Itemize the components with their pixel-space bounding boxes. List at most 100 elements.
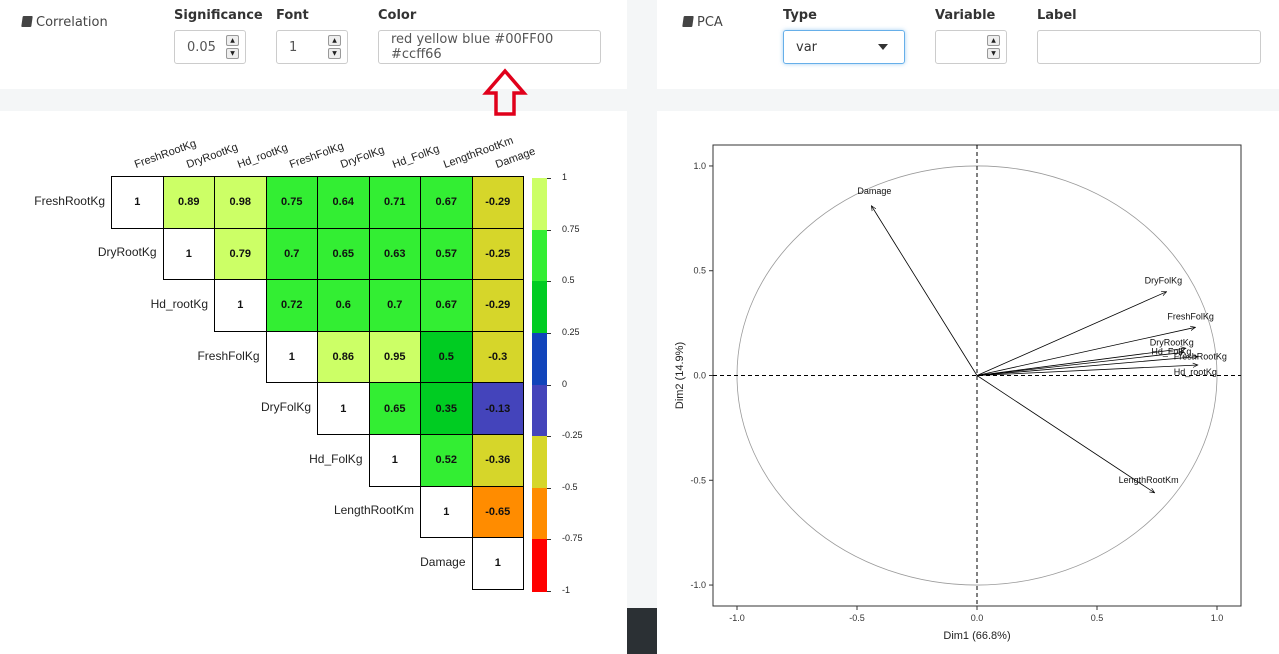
colorbar-tick-label: -1 bbox=[562, 585, 571, 595]
variable-label: Variable bbox=[935, 8, 996, 23]
colorbar-segment bbox=[532, 229, 547, 282]
corr-cell: 1 bbox=[420, 485, 473, 539]
loading-vector-label: FreshRootKg bbox=[1174, 352, 1227, 362]
loading-vector-label: LengthRootKm bbox=[1119, 475, 1179, 485]
corr-cell: 0.65 bbox=[317, 227, 370, 281]
corr-cell: -0.36 bbox=[471, 434, 524, 487]
colorbar-tick-mark bbox=[547, 436, 551, 438]
book-icon bbox=[682, 16, 694, 27]
corr-cell: -0.65 bbox=[471, 485, 524, 539]
corr-cell: 0.67 bbox=[420, 279, 473, 332]
y-tick-label: 1.0 bbox=[693, 161, 706, 171]
type-value: var bbox=[796, 39, 818, 55]
annotation-arrow-icon bbox=[482, 68, 528, 116]
corr-cell: -0.29 bbox=[471, 279, 524, 332]
colorbar-tick-mark bbox=[547, 591, 551, 592]
variable-stepper[interactable]: ▲ ▼ bbox=[987, 35, 1000, 59]
y-tick-label: 0.5 bbox=[693, 266, 706, 276]
spin-down-icon[interactable]: ▼ bbox=[987, 48, 1000, 59]
font-input[interactable]: 1 ▲ ▼ bbox=[276, 30, 348, 64]
color-label: Color bbox=[378, 8, 417, 23]
type-label: Type bbox=[783, 8, 817, 23]
chevron-down-icon[interactable] bbox=[878, 44, 888, 50]
colorbar-tick-mark bbox=[547, 487, 551, 489]
pca-variables-plot: -1.0 -0.5 0.0 0.5 1.0 1.0 0.5 0.0 -0.5 -1.0 Dim1 (… bbox=[674, 144, 1242, 642]
loading-vector-label: Hd_FolKg bbox=[1151, 346, 1191, 356]
spin-up-icon[interactable]: ▲ bbox=[328, 35, 341, 46]
corr-cell: 0.52 bbox=[420, 434, 473, 487]
y-tick-label: -0.5 bbox=[690, 475, 706, 485]
corr-cell: -0.29 bbox=[471, 176, 524, 229]
colorbar-segment bbox=[532, 178, 547, 231]
corr-cell: 0.79 bbox=[214, 227, 267, 281]
x-tick-label: -1.0 bbox=[729, 613, 745, 623]
color-value: red yellow blue #00FF00 #ccff66 bbox=[391, 32, 554, 62]
correlation-matrix: 1 0.89 0.98 0.75 0.64 0.71 0.67 -0.29 1 0.79 0.7 0.… bbox=[0, 111, 627, 608]
label-input[interactable] bbox=[1037, 30, 1261, 64]
colorbar-tick-label: 1 bbox=[562, 172, 568, 182]
x-tick-label: 1.0 bbox=[1211, 613, 1224, 623]
corr-cell: 0.6 bbox=[317, 279, 370, 332]
corr-cell: 0.71 bbox=[368, 176, 421, 229]
y-axis-label: Dim2 (14.9%) bbox=[674, 342, 686, 409]
colorbar-tick-label: 0 bbox=[562, 378, 568, 389]
colorbar-segment bbox=[532, 384, 547, 437]
corr-cell: 0.5 bbox=[420, 330, 473, 384]
significance-input[interactable]: 0.05 ▲ ▼ bbox=[174, 30, 246, 64]
colorbar-segment bbox=[532, 281, 547, 334]
row-gutter-right bbox=[657, 89, 1279, 111]
corr-row-label: Hd_FolKg bbox=[309, 451, 363, 466]
corr-cell: 0.75 bbox=[265, 176, 318, 229]
corr-row-label: FreshRootKg bbox=[34, 193, 105, 208]
y-tick-label: 0.0 bbox=[693, 371, 706, 381]
corr-col-label: FreshFolKg bbox=[287, 140, 345, 171]
loading-vector-arrow bbox=[976, 327, 1195, 376]
corr-cell: 1 bbox=[162, 227, 215, 281]
pca-panel-title: PCA bbox=[682, 15, 723, 30]
colorbar-segment bbox=[532, 539, 547, 592]
loading-vector-arrow bbox=[976, 375, 1155, 493]
significance-stepper[interactable]: ▲ ▼ bbox=[226, 35, 239, 59]
spin-up-icon[interactable]: ▲ bbox=[226, 35, 239, 46]
corr-cell: 1 bbox=[111, 176, 164, 229]
colorbar-tick-label: 0.5 bbox=[562, 275, 575, 286]
colorbar-tick-mark bbox=[547, 384, 551, 386]
corr-cell: 1 bbox=[471, 537, 524, 590]
font-value: 1 bbox=[289, 39, 298, 55]
spin-down-icon[interactable]: ▼ bbox=[328, 48, 341, 59]
pca-title-text: PCA bbox=[697, 15, 723, 30]
font-label: Font bbox=[276, 8, 309, 23]
colorbar-tick-mark bbox=[547, 229, 551, 231]
loading-vector-label: FreshFolKg bbox=[1167, 311, 1214, 321]
spin-up-icon[interactable]: ▲ bbox=[987, 35, 1000, 46]
corr-row-label: LengthRootKm bbox=[333, 503, 414, 518]
corr-cell: 0.72 bbox=[265, 279, 318, 332]
corr-cell: 1 bbox=[265, 330, 318, 384]
colorbar-tick-label: -0.25 bbox=[562, 430, 583, 441]
colorbar-tick-label: 0.75 bbox=[562, 223, 580, 234]
colorbar-tick-label: -0.5 bbox=[562, 481, 578, 492]
type-select[interactable]: var bbox=[783, 30, 905, 64]
corr-row-label: Damage bbox=[420, 555, 466, 569]
loading-vector-arrow bbox=[976, 348, 1186, 376]
loading-vector-label: Hd_rootKg bbox=[1174, 367, 1217, 377]
colorbar-tick-mark bbox=[547, 539, 551, 541]
colorbar-segment bbox=[532, 436, 547, 489]
corr-cell: 1 bbox=[368, 434, 421, 487]
significance-label: Significance bbox=[174, 8, 263, 23]
spin-down-icon[interactable]: ▼ bbox=[226, 48, 239, 59]
corr-cell: 0.7 bbox=[368, 279, 421, 332]
loading-vector-label: Damage bbox=[857, 186, 891, 196]
corr-cell: 0.89 bbox=[162, 176, 215, 229]
color-input[interactable]: red yellow blue #00FF00 #ccff66 bbox=[378, 30, 601, 64]
corr-cell: 0.64 bbox=[317, 176, 370, 229]
loading-vector-label: DryFolKg bbox=[1145, 276, 1183, 286]
colorbar-tick-label: -0.75 bbox=[562, 533, 583, 544]
corr-cell: 0.63 bbox=[368, 227, 421, 281]
colorbar-tick-label: 0.25 bbox=[562, 326, 580, 337]
variable-input[interactable]: ▲ ▼ bbox=[935, 30, 1007, 64]
corr-row-label: FreshFolKg bbox=[197, 348, 260, 363]
loading-vector-arrow bbox=[976, 291, 1167, 376]
corr-col-label: Hd_rootKg bbox=[235, 141, 290, 171]
font-stepper[interactable]: ▲ ▼ bbox=[328, 35, 341, 59]
